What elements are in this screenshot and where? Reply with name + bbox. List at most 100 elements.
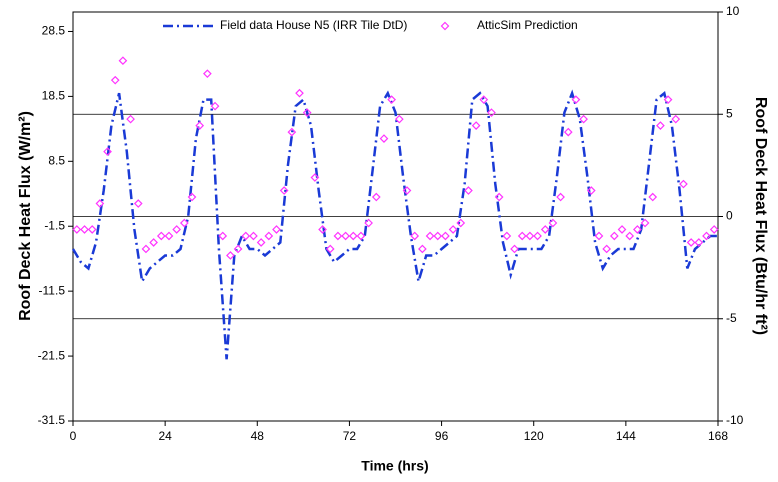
data-point (126, 114, 135, 124)
y2-axis-label: Roof Deck Heat Flux (Btu/hr ft²) (752, 97, 769, 335)
legend-label: Field data House N5 (IRR Tile DtD) (220, 18, 407, 32)
x-tick-label: 48 (251, 429, 265, 443)
data-line (71, 89, 718, 360)
y-tick-label: -11.5 (39, 283, 66, 297)
data-point (256, 238, 266, 247)
data-point (702, 231, 711, 241)
x-tick-label: 168 (708, 429, 728, 443)
x-tick-label: 144 (616, 429, 636, 443)
data-point (156, 231, 166, 241)
data-point (487, 108, 496, 117)
data-point (387, 95, 397, 104)
data-point (402, 186, 412, 195)
data-point (563, 127, 573, 137)
data-point (656, 121, 665, 130)
data-point (548, 218, 558, 228)
data-point (410, 231, 420, 241)
data-point (226, 251, 235, 260)
data-point (149, 238, 158, 247)
x-tick-label: 72 (343, 429, 357, 443)
data-point (448, 225, 458, 234)
data-point (556, 192, 565, 202)
y-tick-label: 18.5 (42, 89, 66, 103)
data-point (110, 75, 120, 85)
data-point (679, 179, 688, 189)
data-point (418, 244, 427, 254)
data-point (356, 231, 366, 241)
data-point (502, 231, 512, 241)
data-point (118, 56, 128, 66)
y-tick-label: -21.5 (38, 348, 66, 362)
data-point (517, 231, 527, 241)
data-point (341, 231, 350, 241)
data-point (594, 231, 604, 241)
data-point (348, 231, 358, 241)
data-point (371, 192, 381, 202)
data-point (394, 114, 404, 124)
data-point (464, 186, 473, 195)
data-point (203, 69, 212, 79)
data-point (133, 199, 143, 208)
data-point (164, 231, 174, 241)
data-point (279, 186, 289, 195)
data-point (310, 173, 320, 182)
data-point (686, 238, 696, 247)
x-axis-label: Time (hrs) (361, 458, 428, 474)
data-point (233, 244, 243, 254)
legend-swatch (440, 21, 450, 31)
data-point (249, 231, 258, 241)
data-point (103, 147, 112, 156)
data-point (210, 101, 220, 111)
y2-tick-label: 10 (726, 4, 740, 18)
x-tick-label: 24 (158, 429, 172, 443)
data-point (72, 225, 82, 234)
data-point (617, 225, 627, 234)
x-tick-label: 0 (70, 429, 77, 443)
y-tick-label: -1.5 (44, 218, 65, 232)
data-point (494, 192, 504, 202)
data-point (187, 192, 197, 202)
data-point (633, 225, 642, 234)
data-point (540, 225, 550, 234)
legend-label: AtticSim Prediction (477, 18, 578, 32)
y-tick-label: 8.5 (48, 153, 65, 167)
data-point (302, 108, 312, 117)
data-point (318, 225, 327, 234)
data-point (333, 231, 343, 241)
data-point (195, 121, 205, 130)
data-point (218, 231, 228, 241)
data-point (471, 121, 481, 130)
data-point (709, 225, 719, 234)
y2-tick-label: 0 (726, 209, 733, 223)
data-point (241, 231, 251, 241)
data-point (571, 95, 581, 104)
data-point (295, 88, 304, 98)
y-tick-label: 28.5 (42, 24, 66, 38)
data-point (456, 218, 466, 228)
data-point (510, 244, 519, 254)
data-point (625, 231, 635, 241)
data-point (479, 95, 489, 104)
data-point (579, 114, 588, 124)
data-point (609, 231, 619, 241)
data-point (525, 231, 535, 241)
data-point (141, 244, 151, 254)
data-point (287, 127, 297, 137)
x-tick-label: 120 (524, 429, 544, 443)
data-point (80, 225, 89, 234)
data-point (671, 114, 681, 124)
data-point (179, 218, 189, 228)
data-point (264, 231, 274, 241)
data-point (364, 218, 373, 228)
data-point (663, 95, 673, 104)
x-tick-label: 96 (435, 429, 449, 443)
data-point (694, 238, 704, 247)
y2-tick-label: -5 (726, 311, 737, 325)
y-axis-label: Roof Deck Heat Flux (W/m²) (17, 111, 34, 321)
data-point (433, 231, 443, 241)
data-point (172, 225, 182, 234)
data-point (87, 225, 97, 234)
y2-tick-label: -10 (726, 413, 744, 427)
data-point (441, 231, 450, 241)
